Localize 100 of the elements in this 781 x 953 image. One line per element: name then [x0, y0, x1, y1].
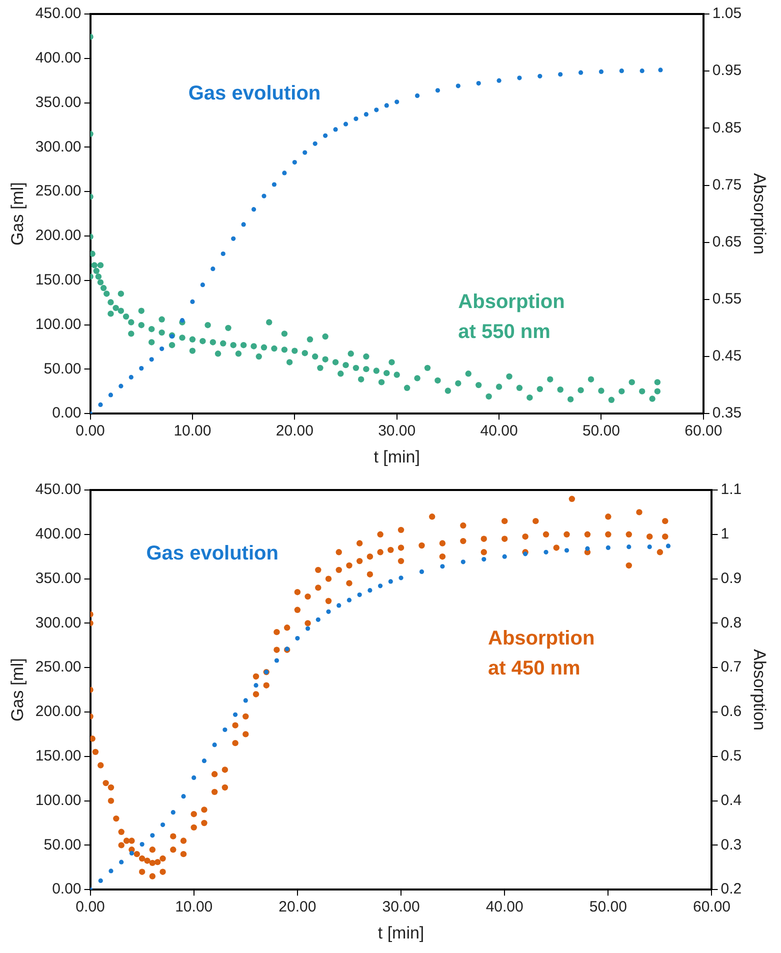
y2-tick-label: 0.75	[712, 176, 742, 194]
point	[295, 636, 300, 641]
point	[305, 626, 310, 631]
y2-tick-label: 0.2	[720, 880, 742, 898]
x-tick-label: 0.00	[76, 898, 105, 916]
point	[658, 68, 663, 72]
point	[262, 194, 266, 198]
y-tick-label: 250.00	[35, 658, 82, 676]
x-tick-label: 50.00	[589, 898, 627, 916]
y2-tick-label: 0.8	[720, 614, 742, 632]
y-tick-label: 350.00	[35, 570, 82, 587]
y-tick-label: 400.00	[35, 526, 82, 543]
point	[619, 68, 624, 74]
point	[200, 282, 205, 288]
point	[419, 569, 424, 574]
point	[251, 207, 256, 212]
y2-axis-title: Absorption	[750, 649, 770, 730]
point	[243, 698, 248, 703]
x-tick-label: 20.00	[278, 898, 316, 916]
point	[170, 810, 176, 815]
y2-tick-label: 0.7	[720, 658, 742, 676]
point	[378, 584, 383, 588]
x-axis-title: t [min]	[378, 923, 424, 942]
point	[118, 384, 124, 388]
point	[523, 552, 528, 556]
point	[160, 822, 166, 828]
y2-tick-label: 0.5	[720, 748, 742, 765]
x-tick-label: 60.00	[692, 898, 731, 916]
point	[202, 758, 207, 764]
point	[282, 170, 287, 176]
point	[210, 266, 216, 272]
y-tick-label: 350.00	[35, 94, 82, 111]
point	[564, 548, 570, 553]
x-tick-label: 30.00	[378, 422, 416, 440]
point	[98, 402, 103, 408]
y-tick-label: 250.00	[35, 182, 82, 200]
point	[336, 603, 342, 608]
x-tick-label: 30.00	[382, 898, 420, 916]
point	[388, 579, 393, 584]
point	[128, 374, 134, 380]
point	[220, 251, 226, 256]
point	[435, 88, 440, 93]
point	[517, 76, 522, 80]
point	[108, 868, 114, 874]
point	[647, 544, 652, 550]
x-tick-label: 10.00	[175, 898, 213, 916]
y-tick-label: 150.00	[35, 272, 82, 289]
point	[640, 68, 644, 74]
point	[292, 160, 297, 165]
y-tick-label: 100.00	[35, 316, 82, 333]
point	[666, 544, 671, 548]
point	[222, 727, 228, 732]
y-tick-label: 450.00	[35, 5, 82, 22]
point	[346, 598, 352, 602]
y-tick-label: 50.00	[44, 360, 82, 378]
x-tick-label: 10.00	[174, 422, 212, 440]
x-tick-label: 40.00	[480, 422, 518, 440]
point	[140, 842, 144, 847]
point	[119, 860, 124, 864]
x-tick-label: 50.00	[582, 422, 620, 440]
point	[190, 299, 195, 304]
text: Gas evolution	[146, 542, 278, 564]
x-tick-label: 0.00	[76, 422, 105, 440]
point	[598, 69, 604, 74]
point	[476, 80, 481, 86]
y-tick-label: 200.00	[35, 227, 82, 244]
y2-tick-label: 0.35	[712, 404, 742, 422]
y2-tick-label: 0.9	[720, 570, 742, 587]
point	[108, 392, 114, 398]
point	[364, 112, 368, 117]
y2-tick-label: 1	[720, 526, 730, 543]
x-tick-label: 40.00	[486, 898, 524, 916]
y-tick-label: 50.00	[44, 836, 82, 854]
point	[544, 550, 548, 554]
point	[394, 100, 400, 104]
y-tick-label: 0.00	[52, 880, 82, 898]
point	[354, 116, 358, 122]
point	[160, 346, 164, 352]
y2-tick-label: 0.95	[712, 62, 742, 80]
point	[440, 564, 445, 569]
point	[98, 878, 103, 884]
point	[231, 236, 236, 241]
point	[149, 357, 154, 362]
point	[368, 588, 372, 593]
point	[482, 556, 486, 562]
point	[150, 833, 155, 838]
point	[316, 617, 320, 622]
point	[129, 850, 134, 856]
point	[496, 78, 502, 83]
y-tick-label: 400.00	[35, 50, 82, 67]
point	[254, 683, 258, 688]
point	[212, 742, 217, 748]
y2-tick-label: 1.1	[720, 481, 742, 498]
y2-tick-label: 0.65	[712, 233, 742, 250]
x-tick-label: 60.00	[684, 422, 722, 440]
y-tick-label: 200.00	[35, 703, 82, 720]
y-tick-label: 100.00	[35, 792, 82, 809]
point	[538, 74, 542, 78]
point	[626, 544, 632, 550]
point	[578, 70, 584, 75]
